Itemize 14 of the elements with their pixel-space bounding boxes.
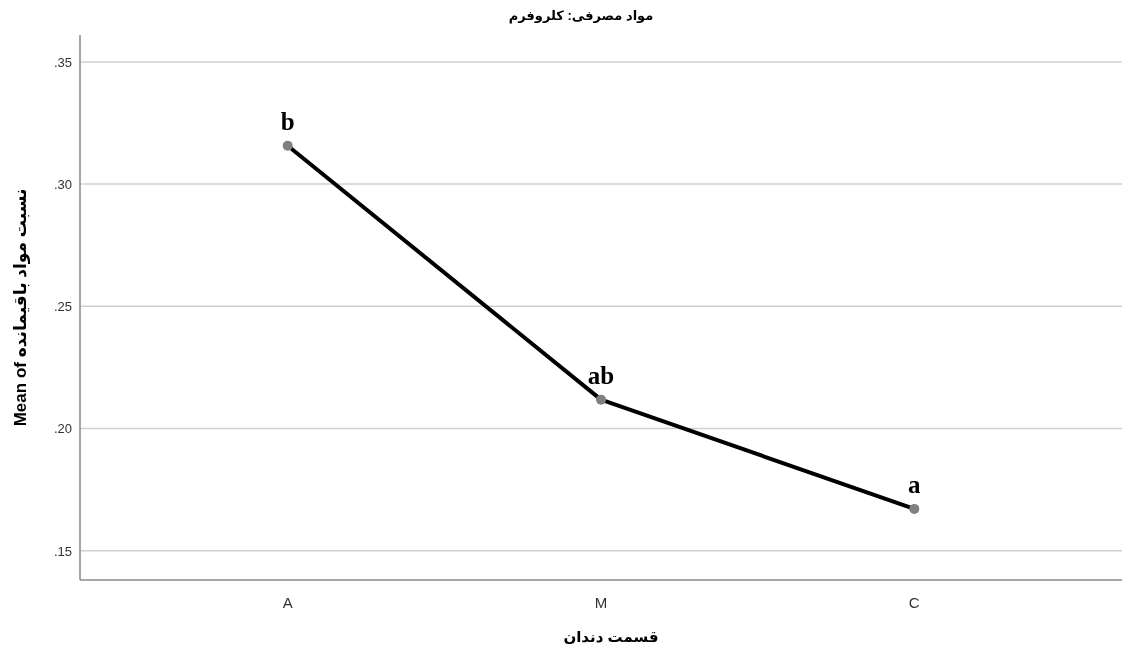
x-tick-label: A bbox=[282, 594, 293, 611]
x-tick-label: M bbox=[594, 594, 608, 611]
chart-title: مواد مصرفی: کلروفرم bbox=[508, 8, 654, 24]
x-tick-label: C bbox=[908, 594, 920, 611]
y-tick-label: .15 bbox=[53, 543, 72, 559]
y-axis-title: Mean of نسبت مواد باقیمانده bbox=[11, 188, 31, 427]
y-tick-label: .35 bbox=[53, 54, 72, 70]
y-tick-label: .20 bbox=[53, 421, 72, 437]
x-axis-title: قسمت دندان bbox=[563, 628, 659, 645]
annotation: b bbox=[280, 107, 295, 135]
annotation: a bbox=[908, 470, 922, 498]
y-tick-label: .30 bbox=[53, 177, 72, 193]
y-tick-label: .25 bbox=[53, 299, 72, 315]
annotation: ab bbox=[587, 361, 615, 389]
